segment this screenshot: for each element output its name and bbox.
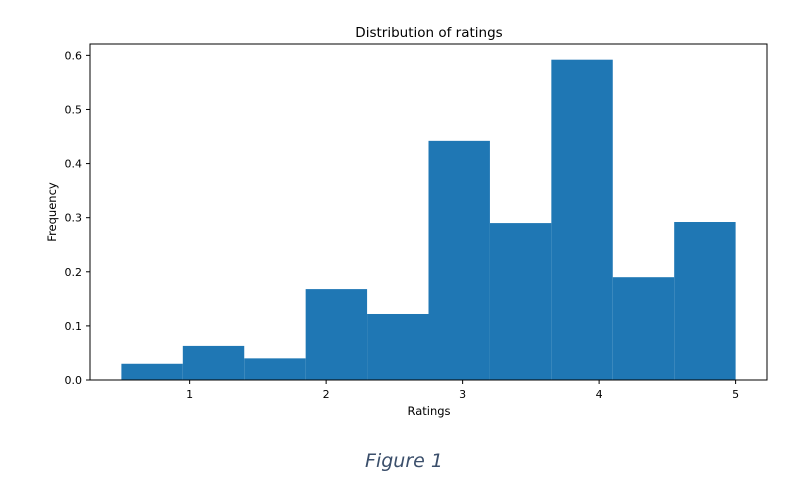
x-axis-label: Ratings — [407, 404, 450, 418]
histogram-bar — [489, 223, 552, 380]
y-tick-label: 0.6 — [65, 49, 83, 62]
y-tick-label: 0.2 — [65, 266, 83, 279]
y-axis-label: Frequency — [45, 182, 59, 242]
y-tick-label: 0.5 — [65, 103, 83, 116]
y-axis-ticks: 0.0 0.1 0.2 0.3 0.4 0.5 0.6 — [65, 49, 90, 387]
histogram-bar — [551, 59, 613, 380]
histogram-bar — [367, 313, 429, 380]
histogram-bar — [244, 358, 306, 380]
histogram-bar — [182, 345, 245, 380]
y-tick-label: 0.1 — [65, 320, 83, 333]
y-tick-label: 0.4 — [65, 158, 83, 171]
x-tick-label: 2 — [323, 388, 330, 401]
y-tick-label: 0.3 — [65, 212, 83, 225]
y-tick-label: 0.0 — [65, 374, 83, 387]
x-tick-label: 4 — [596, 388, 603, 401]
histogram-bar — [305, 289, 368, 380]
histogram-bar — [121, 363, 183, 380]
histogram-bar — [428, 140, 490, 380]
bars-group — [121, 59, 736, 380]
chart-title: Distribution of ratings — [355, 25, 502, 41]
x-axis-ticks: 1 2 3 4 5 — [186, 380, 739, 401]
histogram-bar — [674, 222, 736, 380]
x-tick-label: 3 — [459, 388, 466, 401]
figure-caption: Figure 1 — [365, 450, 443, 472]
plot-area-frame — [89, 43, 768, 381]
x-tick-label: 1 — [186, 388, 193, 401]
histogram-bar — [612, 277, 675, 380]
x-tick-label: 5 — [732, 388, 739, 401]
